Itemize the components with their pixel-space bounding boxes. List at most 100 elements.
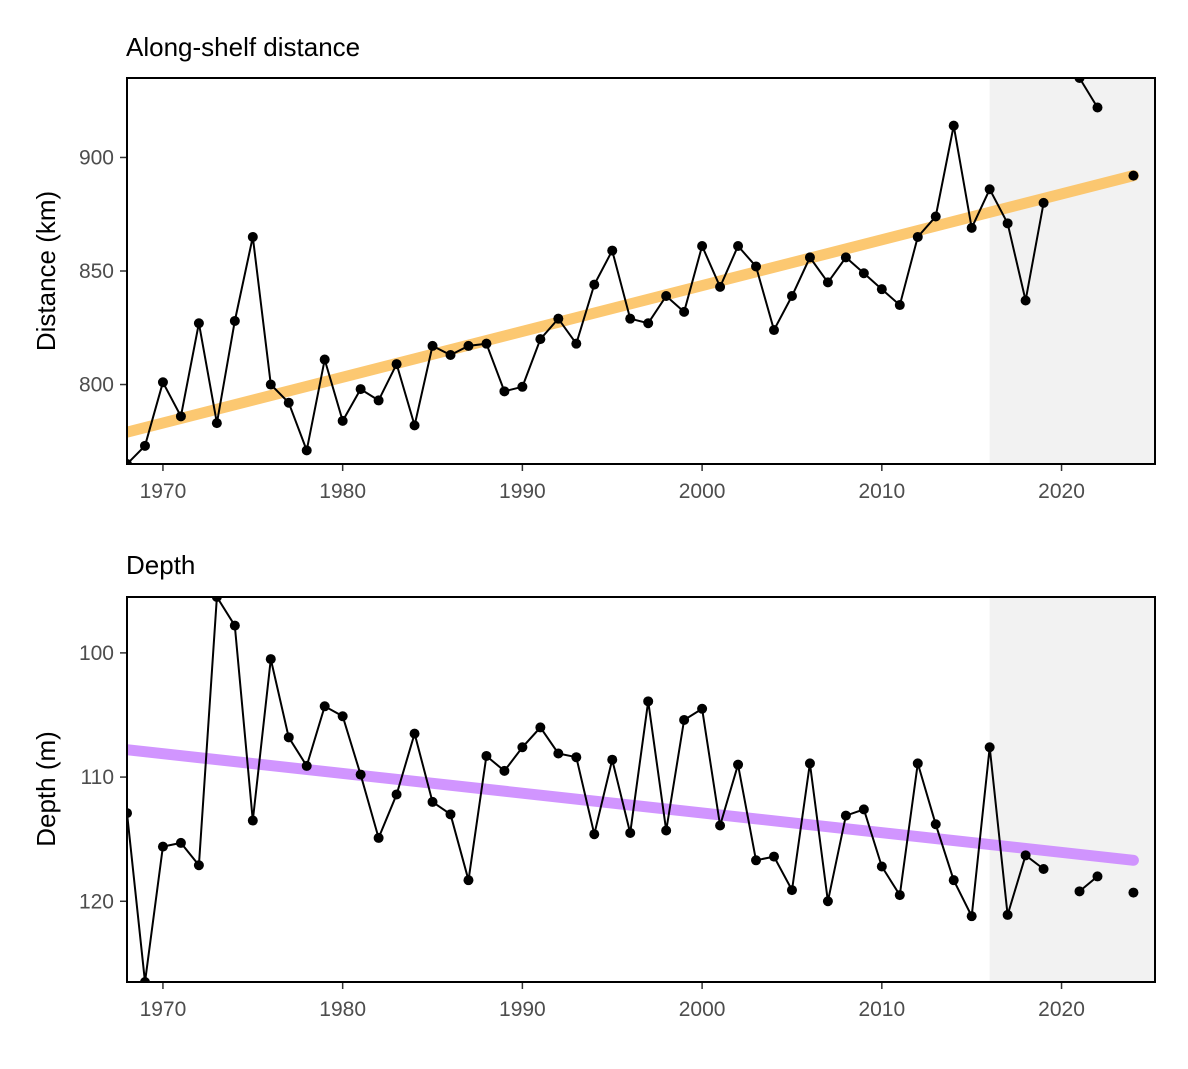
depth-point-1993 (571, 752, 582, 763)
depth-point-1977 (283, 732, 294, 743)
depth-point-1998 (661, 825, 672, 836)
depth-y-tick-label-110: 110 (81, 766, 114, 789)
depth-projection-shade (989, 597, 1155, 982)
depth-y-tick-label-100: 100 (79, 642, 114, 665)
distance-point-1998 (661, 290, 672, 301)
depth-point-1980 (337, 711, 348, 722)
depth-point-2000 (697, 703, 708, 714)
distance-point-1978 (301, 445, 312, 456)
depth-point-1994 (589, 829, 600, 840)
depth-point-2018 (1020, 850, 1031, 861)
depth-point-2014 (948, 875, 959, 886)
distance-point-1977 (283, 397, 294, 408)
depth-point-1983 (391, 789, 402, 800)
distance-x-tick-label-1980: 1980 (319, 480, 366, 503)
distance-point-2011 (894, 300, 905, 311)
distance-point-1993 (571, 338, 582, 349)
distance-point-1983 (391, 359, 402, 370)
distance-y-tick-label-850: 850 (79, 260, 114, 283)
depth-point-1968 (127, 808, 132, 819)
distance-shade-rect (989, 78, 1155, 464)
depth-x-tick-label-2020: 2020 (1038, 998, 1085, 1021)
depth-point-1984 (409, 728, 420, 739)
depth-point-2008 (840, 810, 851, 821)
distance-point-2021 (1074, 78, 1085, 83)
depth-point-1995 (607, 754, 618, 765)
depth-y-tick-label-120: 120 (79, 890, 114, 913)
depth-point-2016 (984, 742, 995, 753)
depth-point-2021 (1074, 886, 1085, 897)
depth-point-1986 (445, 809, 456, 820)
distance-point-2022 (1092, 102, 1103, 113)
distance-trend-line (127, 170, 1139, 438)
distance-point-1985 (427, 340, 438, 351)
depth-point-1982 (373, 832, 384, 843)
distance-point-1975 (247, 231, 258, 242)
distance-y-axis-label: Distance (km) (31, 191, 61, 351)
depth-point-1990 (517, 742, 528, 753)
depth-point-2017 (1002, 909, 1013, 920)
depth-x-tick-label-1990: 1990 (499, 998, 546, 1021)
distance-projection-shade (989, 78, 1155, 464)
depth-point-2003 (751, 855, 762, 866)
distance-point-2003 (751, 261, 762, 272)
distance-point-2019 (1038, 197, 1049, 208)
distance-point-1999 (679, 306, 690, 317)
distance-point-1996 (625, 313, 636, 324)
distance-point-2008 (840, 252, 851, 263)
depth-point-1988 (481, 750, 492, 761)
distance-y-tick-label-900: 900 (79, 146, 114, 169)
depth-point-1970 (157, 841, 168, 852)
distance-point-2017 (1002, 218, 1013, 229)
depth-point-2007 (822, 896, 833, 907)
depth-point-2001 (715, 820, 726, 831)
depth-panel-title: Depth (126, 550, 195, 580)
depth-point-2012 (912, 758, 923, 769)
distance-point-1971 (175, 411, 186, 422)
depth-point-2009 (858, 804, 869, 815)
distance-point-1997 (643, 318, 654, 329)
depth-point-1973 (211, 597, 222, 602)
distance-trend-stroke (127, 170, 1139, 438)
depth-trend-line (127, 744, 1139, 866)
distance-point-2004 (768, 325, 779, 336)
distance-point-1968 (127, 459, 132, 464)
distance-panel-title: Along-shelf distance (126, 32, 360, 62)
distance-point-1989 (499, 386, 510, 397)
depth-point-2019 (1038, 863, 1049, 874)
depth-shade-rect (989, 597, 1155, 982)
depth-point-1985 (427, 796, 438, 807)
distance-series-line (1078, 78, 1099, 109)
distance-plot-frame (126, 77, 1156, 465)
depth-x-tick-label-1970: 1970 (140, 998, 187, 1021)
distance-x-tick-label-2010: 2010 (858, 480, 905, 503)
depth-point-1996 (625, 827, 636, 838)
distance-point-1979 (319, 354, 330, 365)
depth-point-2011 (894, 890, 905, 901)
distance-point-1991 (535, 334, 546, 345)
distance-point-1987 (463, 340, 474, 351)
distance-point-1984 (409, 420, 420, 431)
depth-point-1978 (301, 760, 312, 771)
depth-point-1989 (499, 765, 510, 776)
distance-point-1990 (517, 381, 528, 392)
distance-point-2015 (966, 222, 977, 233)
distance-point-2018 (1020, 295, 1031, 306)
depth-point-1987 (463, 875, 474, 886)
distance-point-1982 (373, 395, 384, 406)
depth-point-1999 (679, 714, 690, 725)
depth-x-tick-label-2010: 2010 (858, 998, 905, 1021)
distance-point-2012 (912, 231, 923, 242)
distance-point-1974 (229, 315, 240, 326)
distance-point-1994 (589, 279, 600, 290)
distance-point-2005 (786, 290, 797, 301)
depth-point-1979 (319, 701, 330, 712)
depth-point-1976 (265, 654, 276, 665)
distance-x-tick-label-2020: 2020 (1038, 480, 1085, 503)
depth-point-2013 (930, 819, 941, 830)
distance-panel: Along-shelf distance Distance (km) 1970 1… (31, 32, 1156, 503)
distance-point-2006 (804, 252, 815, 263)
depth-point-2005 (786, 885, 797, 896)
distance-x-tick-label-2000: 2000 (679, 480, 726, 503)
depth-series (127, 597, 1139, 982)
